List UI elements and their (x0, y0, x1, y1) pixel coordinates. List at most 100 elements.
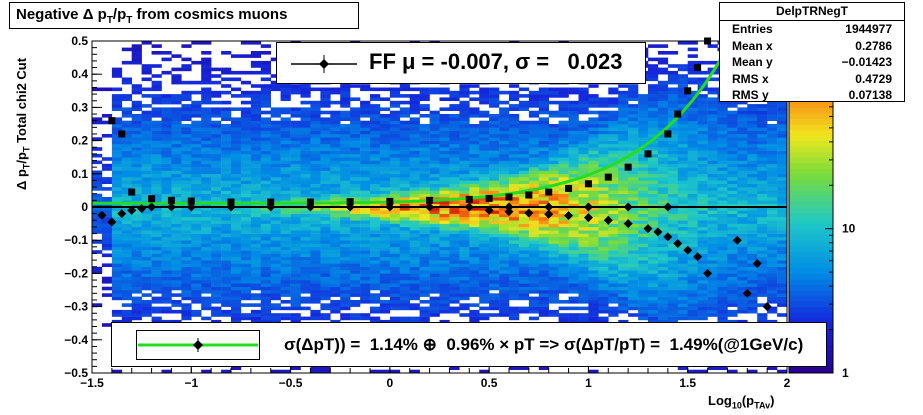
heatmap-cell (648, 57, 659, 62)
heatmap-cell (618, 220, 629, 224)
heatmap-cell (270, 266, 281, 271)
heatmap-cell (618, 84, 629, 88)
heatmap-cell (667, 253, 679, 258)
heatmap-cell (538, 137, 549, 141)
heatmap-cell (340, 273, 351, 277)
heatmap-cell (618, 243, 629, 248)
heatmap-cell (121, 203, 132, 208)
heatmap-cell (727, 270, 738, 274)
heatmap-cell (628, 143, 639, 148)
heatmap-cell (717, 130, 728, 135)
heatmap-cell (489, 157, 500, 161)
heatmap-cell (657, 84, 669, 88)
heatmap-cell (687, 150, 698, 155)
heatmap-cell (240, 223, 252, 228)
heatmap-cell (568, 273, 579, 277)
heatmap-cell (171, 273, 182, 277)
heatmap-cell (628, 233, 639, 238)
heatmap-cell (667, 130, 679, 135)
heatmap-cell (250, 170, 262, 175)
heatmap-cell (389, 369, 401, 374)
heatmap-cell (558, 203, 569, 208)
heatmap-cell (737, 147, 748, 151)
heatmap-cell (360, 220, 371, 224)
heatmap-cell (717, 160, 728, 165)
heatmap-cell (171, 80, 182, 85)
heatmap-cell (389, 319, 401, 324)
heatmap-cell (92, 250, 103, 254)
heatmap-cell (638, 246, 649, 251)
heatmap-cell (300, 253, 311, 258)
heatmap-cell (648, 167, 659, 171)
heatmap-cell (181, 253, 192, 258)
heatmap-cell (370, 107, 381, 111)
heatmap-cell (260, 250, 271, 254)
heatmap-cell (598, 300, 609, 304)
heatmap-cell (270, 180, 281, 184)
heatmap-cell (370, 197, 381, 201)
heatmap-cell (469, 256, 480, 261)
heatmap-cell (270, 74, 281, 78)
heatmap-cell (509, 107, 520, 111)
heatmap-cell (439, 233, 450, 238)
heatmap-cell (260, 286, 271, 291)
heatmap-cell (657, 263, 669, 267)
heatmap-cell (270, 270, 281, 274)
heatmap-cell (727, 193, 738, 198)
heatmap-cell (250, 177, 262, 181)
heatmap-cell (479, 170, 490, 175)
heatmap-cell (240, 100, 252, 105)
heatmap-cell (370, 137, 381, 141)
heatmap-cell (707, 256, 718, 261)
heatmap-cell (509, 230, 520, 234)
heatmap-cell (548, 100, 559, 105)
heatmap-cell (667, 153, 679, 158)
heatmap-cell (379, 260, 391, 264)
heatmap-cell (290, 130, 301, 135)
heatmap-cell (558, 127, 569, 131)
heatmap-cell (588, 200, 599, 204)
heatmap-cell (171, 250, 182, 254)
heatmap-cell (320, 256, 331, 261)
heatmap-cell (221, 230, 232, 234)
heatmap-cell (479, 290, 490, 294)
heatmap-cell (707, 263, 718, 267)
heatmap-cell (489, 97, 500, 101)
heatmap-cell (459, 153, 470, 158)
heatmap-cell (350, 207, 361, 211)
heatmap-cell (171, 236, 182, 241)
heatmap-cell (419, 220, 430, 224)
heatmap-cell (419, 226, 430, 231)
heatmap-cell (141, 283, 152, 287)
heatmap-cell (320, 110, 331, 115)
heatmap-cell (379, 293, 391, 297)
heatmap-cell (727, 117, 738, 121)
heatmap-cell (568, 167, 579, 171)
heatmap-cell (171, 107, 182, 111)
heatmap-cell (250, 207, 262, 211)
heatmap-cell (161, 230, 172, 234)
heatmap-cell (727, 300, 738, 304)
heatmap-cell (240, 80, 252, 85)
heatmap-cell (558, 313, 569, 317)
heatmap-cell (290, 147, 301, 151)
heatmap-cell (578, 300, 589, 304)
heatmap-cell (429, 203, 440, 208)
heatmap-cell (379, 130, 391, 135)
heatmap-cell (92, 207, 103, 211)
heatmap-cell (419, 273, 430, 277)
heatmap-cell (697, 200, 708, 204)
heatmap-cell (389, 153, 401, 158)
heatmap-cell (608, 276, 619, 281)
heatmap-cell (638, 203, 649, 208)
heatmap-cell (330, 246, 341, 251)
heatmap-cell (697, 240, 708, 244)
heatmap-cell (370, 210, 381, 214)
heatmap-cell (707, 183, 718, 188)
heatmap-cell (221, 223, 232, 228)
heatmap-cell (657, 217, 669, 221)
heatmap-cell (240, 167, 252, 171)
heatmap-cell (509, 256, 520, 261)
heatmap-cell (538, 97, 549, 101)
heatmap-cell (300, 187, 311, 191)
